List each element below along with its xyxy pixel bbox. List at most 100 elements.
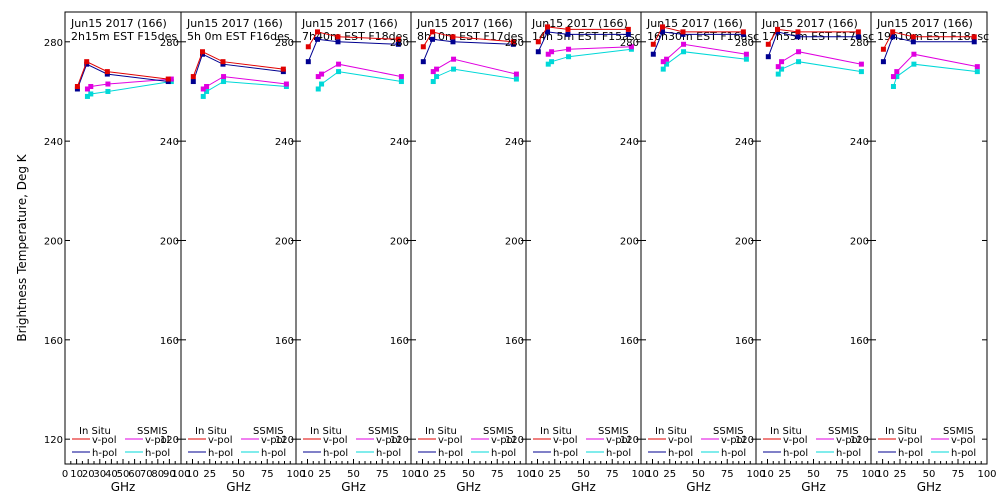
x-tick-label: 75 [606,469,619,480]
y-tick-label: 280 [44,38,63,49]
y-tick-label: 200 [160,236,179,247]
data-point-insitu-v [335,34,341,40]
x-tick-label: 75 [491,469,504,480]
x-tick-label: 75 [836,469,849,480]
x-tick-label: 70 [140,469,153,480]
data-point-ssmis-h [434,74,440,80]
x-axis-label: GHz [456,480,481,494]
x-tick-label: 50 [117,469,130,480]
data-point-ssmis-h [430,79,436,85]
x-tick-label: 100 [977,469,996,480]
panel-title-time: 7h40m EST F18des [302,30,408,43]
data-point-ssmis-v [319,71,325,77]
legend-title-in-situ: In Situ [655,426,687,437]
data-point-ssmis-h [743,56,749,62]
data-point-ssmis-v [336,61,342,67]
y-tick-label: 200 [850,236,869,247]
data-point-insitu-h [430,36,436,42]
data-point-insitu-v [680,29,686,35]
data-point-insitu-h [535,49,541,55]
data-point-insitu-h [625,31,631,37]
legend-title-ssmis: SSMIS [943,426,974,437]
data-point-insitu-v [740,29,746,35]
legend-title-in-situ: In Situ [310,426,342,437]
legend-label-ssmis-hpol: h-pol [836,448,861,459]
x-tick-label: 50 [347,469,360,480]
x-tick-label: 100 [516,469,535,480]
x-axis-label: GHz [341,480,366,494]
data-point-insitu-v [625,26,631,32]
panel-title-date: Jun15 2017 (166) [416,17,513,30]
y-tick-label: 200 [390,236,409,247]
legend-label-insitu-hpol: h-pol [553,448,578,459]
data-point-ssmis-h [513,76,519,82]
panel-title-time: 5h 0m EST F16des [187,30,290,43]
x-tick-label: 30 [93,469,106,480]
legend-title-ssmis: SSMIS [713,426,744,437]
data-point-ssmis-v [105,81,111,87]
data-point-ssmis-h [566,54,572,60]
data-point-insitu-h [190,79,196,85]
series-line-ssmis-h [202,80,287,97]
y-tick-label: 160 [735,336,754,347]
data-point-ssmis-h [200,93,206,99]
data-point-ssmis-v [204,84,210,90]
x-axis-label: GHz [686,480,711,494]
y-tick-label: 120 [850,435,869,446]
x-tick-label: 10 [301,469,314,480]
x-tick-label: 10 [416,469,429,480]
series-line-insitu-h [422,38,514,62]
panel-title-date: Jun15 2017 (166) [876,17,973,30]
series-line-insitu-v [76,61,169,87]
series-line-insitu-v [652,26,744,45]
data-point-ssmis-h [796,59,802,65]
data-point-ssmis-v [628,44,634,50]
data-point-insitu-h [765,54,771,60]
legend-label-ssmis-vpol: v-pol [376,435,401,446]
data-point-insitu-h [910,39,916,45]
x-tick-label: 25 [203,469,216,480]
data-point-insitu-v [200,49,206,55]
legend-label-ssmis-hpol: h-pol [491,448,516,459]
data-point-ssmis-v [451,56,457,62]
legend-label-insitu-hpol: h-pol [438,448,463,459]
x-tick-label: 100 [631,469,650,480]
legend-label-ssmis-hpol: h-pol [376,448,401,459]
y-tick-label: 160 [390,336,409,347]
x-axis-label: GHz [226,480,251,494]
y-tick-label: 280 [620,38,639,49]
x-axis-label: GHz [917,480,942,494]
y-tick-label: 200 [620,236,639,247]
data-point-ssmis-h [775,71,781,77]
y-tick-label: 200 [44,236,63,247]
x-tick-label: 50 [923,469,936,480]
data-point-insitu-v [855,29,861,35]
data-point-ssmis-v [549,49,555,55]
data-point-ssmis-h [890,84,896,90]
legend-label-ssmis-vpol: v-pol [261,435,286,446]
legend-label-ssmis-vpol: v-pol [836,435,861,446]
legend-label-ssmis-hpol: h-pol [261,448,286,459]
data-point-insitu-v [880,46,886,52]
data-point-insitu-v [84,59,90,65]
y-tick-label: 280 [850,38,869,49]
x-tick-label: 100 [746,469,765,480]
panel-6: 120 160 200 240 280 10 25 50 75 100 GHz Jun15 2017 … [620,11,766,494]
data-point-ssmis-v [779,59,785,65]
y-tick-label: 120 [275,435,294,446]
legend-label-ssmis-hpol: h-pol [951,448,976,459]
x-tick-label: 80 [151,469,164,480]
y-tick-label: 280 [390,38,409,49]
data-point-insitu-v [280,66,286,72]
data-point-insitu-v [565,26,571,32]
data-point-ssmis-v [513,71,519,77]
data-point-insitu-v [650,41,656,47]
y-tick-label: 160 [275,336,294,347]
x-tick-label: 50 [807,469,820,480]
data-point-insitu-v [660,24,666,30]
y-tick-label: 120 [735,435,754,446]
